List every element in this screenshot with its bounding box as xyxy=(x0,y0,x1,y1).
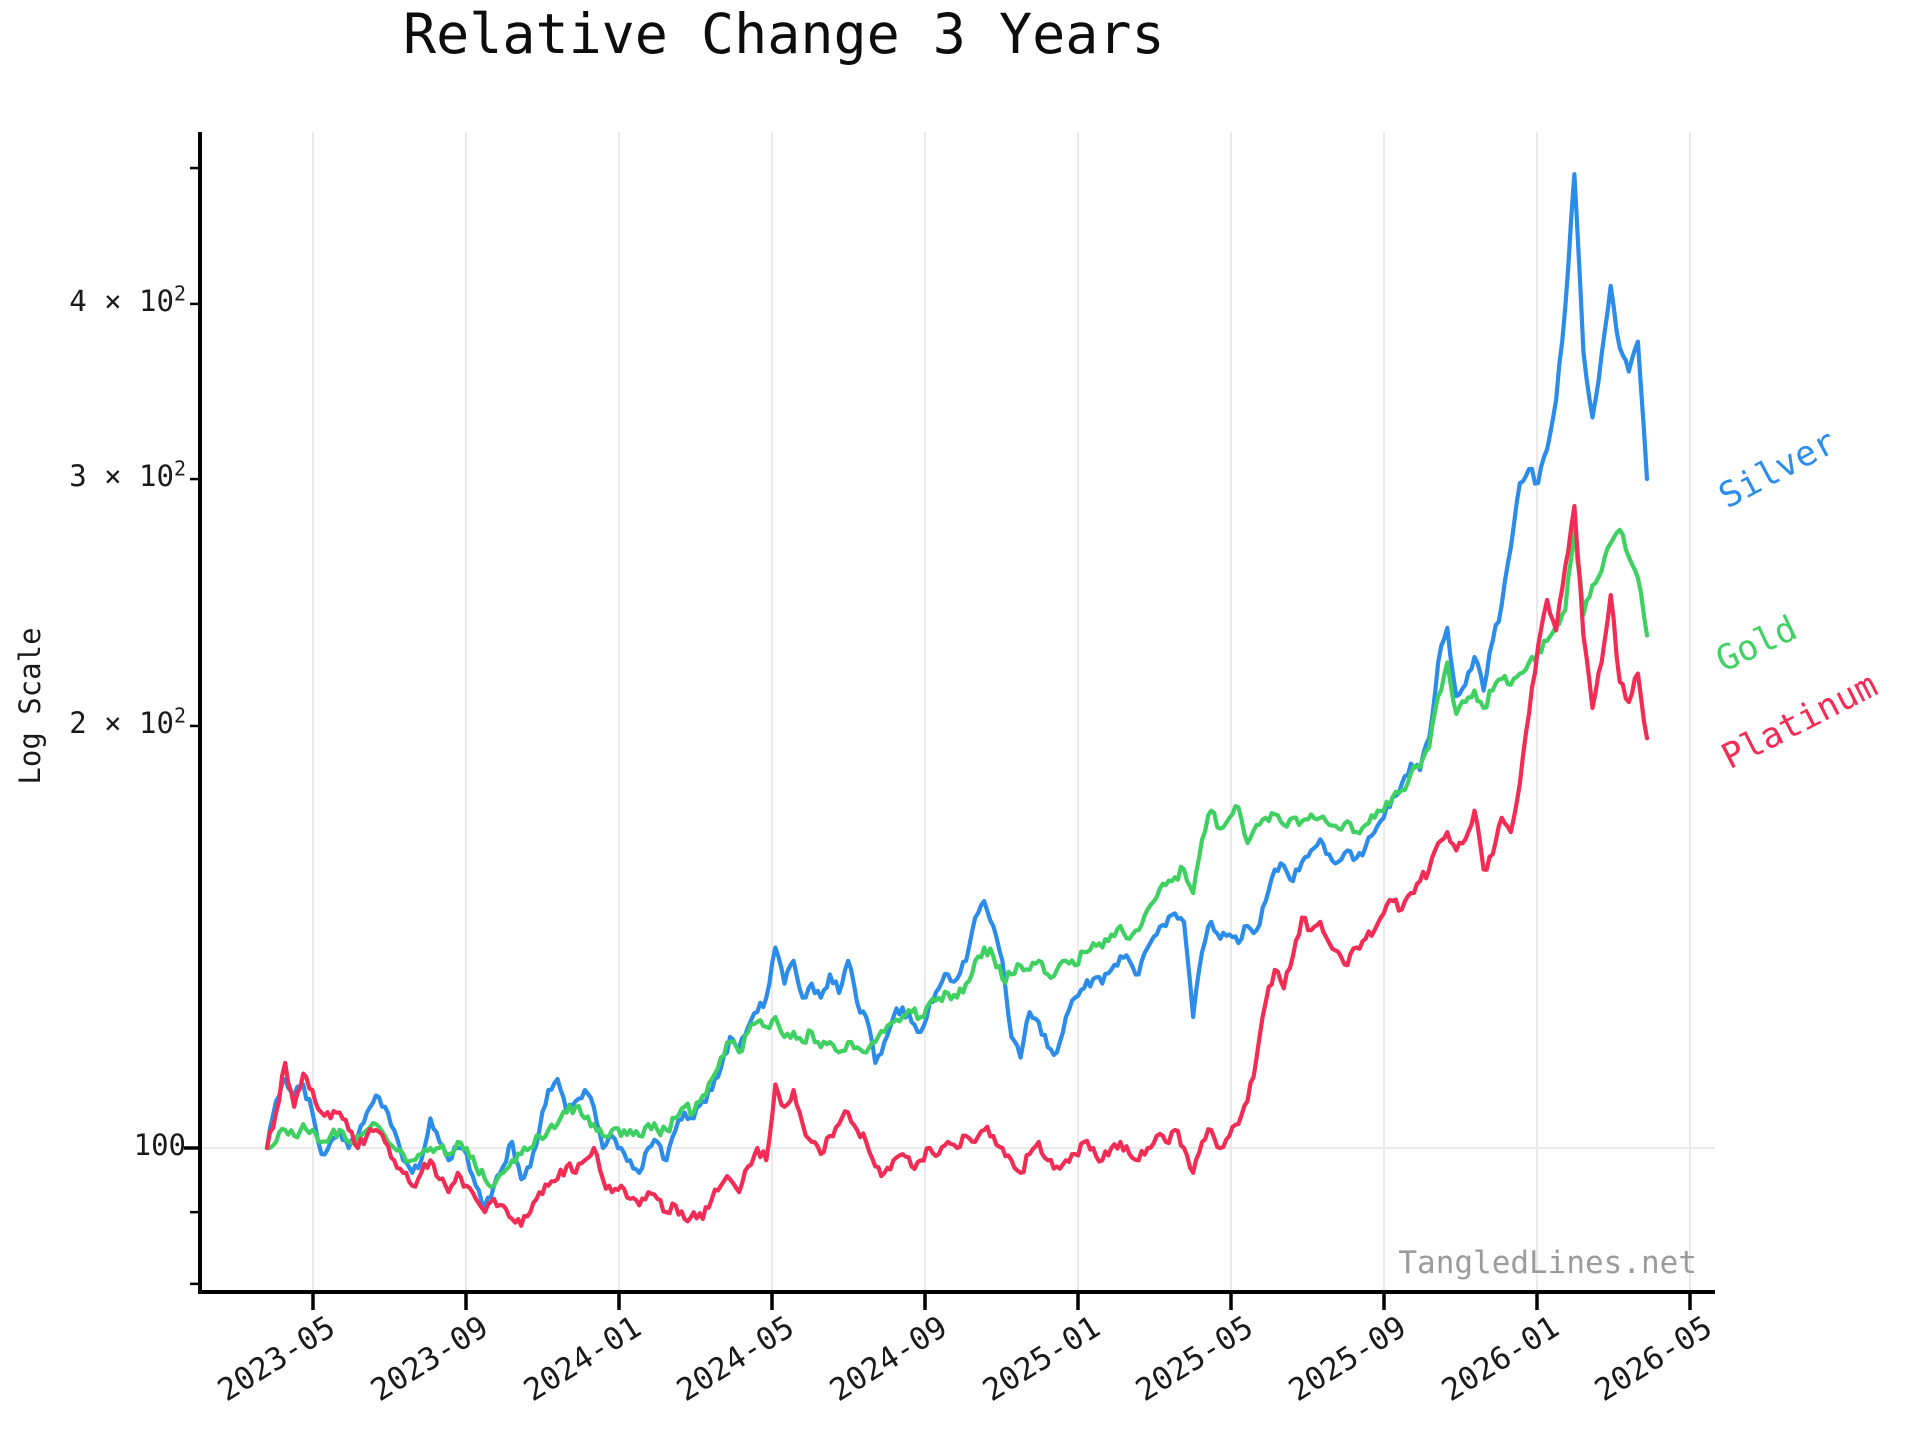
series-line-gold xyxy=(264,523,1650,1190)
y-tick-label: 100 xyxy=(133,1128,186,1162)
y-tick-label: 4 × 102 xyxy=(69,281,186,318)
series-line-platinum xyxy=(264,503,1650,1228)
watermark: TangledLines.net xyxy=(1398,1245,1697,1281)
chart-title: Relative Change 3 Years xyxy=(403,2,1165,66)
y-tick-label: 3 × 102 xyxy=(69,456,186,494)
y-tick-label: 2 × 102 xyxy=(69,703,186,740)
